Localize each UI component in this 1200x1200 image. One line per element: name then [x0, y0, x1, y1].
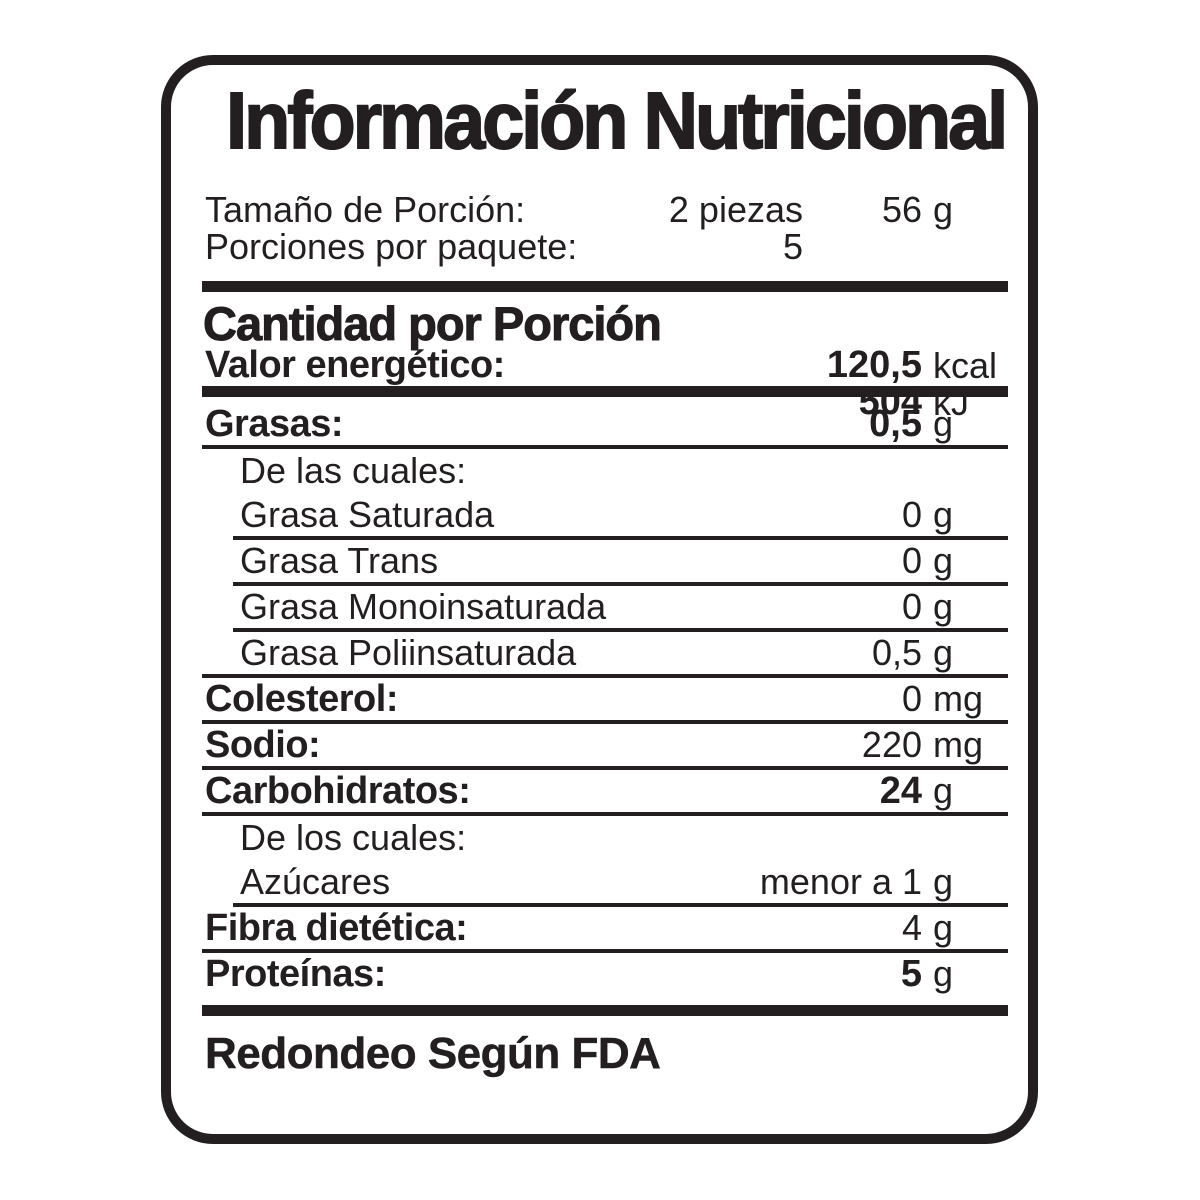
nutrition-label-content: Información Nutricional Tamaño de Porció… — [202, 65, 1009, 1078]
nutrient-unit: g — [933, 494, 954, 535]
nutrient-unit: g — [933, 770, 954, 811]
nutrient-amount: menor a 1 — [759, 861, 922, 902]
nutrient-unit: mg — [933, 724, 984, 765]
nutrient-row-de-los-cuales: De los cuales: — [202, 816, 1008, 861]
nutrient-row-de-las-cuales: De las cuales: — [202, 449, 1008, 494]
nutrient-label: Fibra dietética: — [205, 907, 468, 949]
nutrient-label: De las cuales: — [240, 450, 467, 491]
nutrient-row-colesterol: Colesterol: 0 mg — [202, 678, 1008, 724]
nutrient-unit: g — [933, 586, 954, 627]
nutrient-label: Sodio: — [205, 724, 321, 766]
energy-section: Valor energético: 120,5 kcal 504 kJ — [202, 344, 1008, 421]
nutrient-label: Azúcares — [240, 861, 391, 902]
servings-per-pack-row: Porciones por paquete: 5 — [202, 228, 1008, 265]
nutrient-amount: 0,5 — [871, 632, 922, 673]
nutrient-row-grasa-trans: Grasa Trans 0 g — [233, 540, 1008, 586]
nutrient-row-carbohidratos: Carbohidratos: 24 g — [202, 770, 1008, 816]
serving-size-value: 2 piezas — [668, 189, 803, 230]
amount-per-serving-heading: Cantidad por Porción — [203, 297, 663, 350]
energy-label: Valor energético: — [205, 344, 505, 386]
nutrient-amount: 0,5 — [869, 403, 922, 445]
serving-size-amount: 56 — [881, 189, 922, 230]
nutrient-row-fibra: Fibra dietética: 4 g — [202, 907, 1008, 953]
nutrient-amount: 24 — [879, 770, 922, 812]
nutrient-label: Proteínas: — [205, 953, 386, 995]
nutrient-label: Grasa Monoinsaturada — [240, 586, 607, 627]
nutrient-row-grasa-saturada: Grasa Saturada 0 g — [233, 494, 1008, 540]
serving-section: Tamaño de Porción: 2 piezas 56 g Porcion… — [202, 191, 1008, 265]
nutrient-unit: g — [933, 953, 954, 994]
page-title: Información Nutricional — [225, 76, 1009, 165]
nutrient-row-azucares: Azúcares menor a 1 g — [233, 861, 1008, 907]
nutrient-row-grasa-monoinsaturada: Grasa Monoinsaturada 0 g — [233, 586, 1008, 632]
nutrient-label: Grasas: — [205, 403, 344, 445]
rounding-footnote: Redondeo Según FDA — [205, 1029, 661, 1078]
nutrient-label: De los cuales: — [240, 817, 467, 858]
nutrient-label: Grasa Trans — [240, 540, 439, 581]
energy-kcal-row: Valor energético: 120,5 kcal — [202, 344, 1008, 386]
nutrient-row-proteinas: Proteínas: 5 g — [202, 953, 1008, 1016]
nutrient-label: Grasa Saturada — [240, 494, 495, 535]
nutrient-label: Colesterol: — [205, 678, 398, 720]
nutrient-amount: 5 — [900, 953, 922, 995]
energy-kcal-amount: 120,5 — [826, 344, 922, 386]
divider-thick-energy — [202, 386, 1008, 397]
nutrient-unit: g — [933, 632, 954, 673]
nutrient-amount: 0 — [901, 678, 922, 719]
serving-size-row: Tamaño de Porción: 2 piezas 56 g — [202, 191, 1008, 228]
nutrient-row-sodio: Sodio: 220 mg — [202, 724, 1008, 770]
nutrient-unit: g — [933, 907, 954, 948]
serving-size-unit: g — [933, 189, 954, 230]
serving-size-label: Tamaño de Porción: — [205, 189, 526, 230]
energy-kj-amount: 504 — [858, 381, 922, 423]
nutrient-row-grasas: Grasas: 0,5 g — [202, 397, 1008, 449]
servings-per-pack-value: 5 — [782, 226, 803, 267]
nutrient-unit: g — [933, 861, 954, 902]
nutrient-amount: 220 — [861, 724, 922, 765]
energy-kj-unit: kJ — [933, 382, 969, 423]
nutrient-amount: 0 — [901, 540, 922, 581]
nutrient-unit: g — [933, 403, 954, 444]
servings-per-pack-label: Porciones por paquete: — [205, 226, 578, 267]
nutrient-amount: 0 — [901, 494, 922, 535]
nutrient-unit: g — [933, 540, 954, 581]
nutrient-amount: 4 — [901, 907, 922, 948]
divider-thick-top — [202, 281, 1008, 292]
nutrient-unit: mg — [933, 678, 984, 719]
nutrient-label: Grasa Poliinsaturada — [240, 632, 577, 673]
energy-kcal-unit: kcal — [933, 345, 998, 386]
nutrition-label-panel: Información Nutricional Tamaño de Porció… — [161, 55, 1038, 1144]
nutrient-amount: 0 — [901, 586, 922, 627]
nutrient-label: Carbohidratos: — [205, 770, 471, 812]
nutrient-row-grasa-poliinsaturada: Grasa Poliinsaturada 0,5 g — [202, 632, 1008, 678]
